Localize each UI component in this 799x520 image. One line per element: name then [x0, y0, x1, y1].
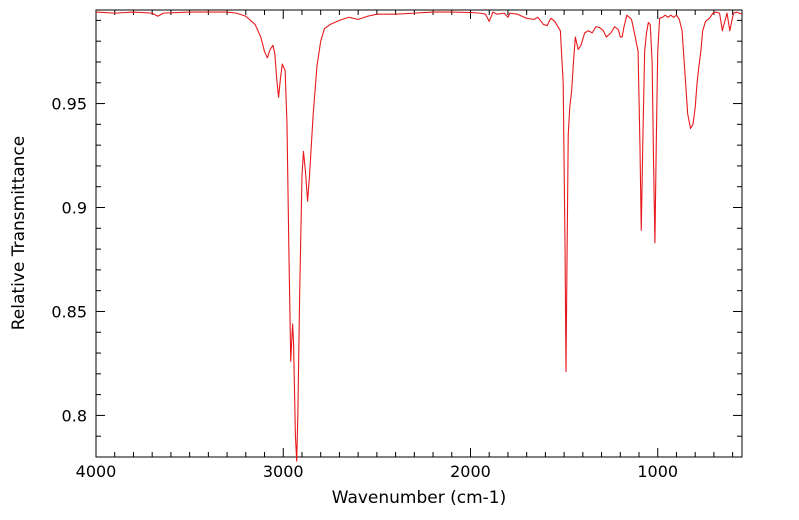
y-tick-label: 0.8: [62, 406, 87, 425]
x-axis-label: Wavenumber (cm-1): [332, 488, 507, 508]
y-axis-label: Relative Transmittance: [9, 136, 29, 331]
x-tick-label: 2000: [450, 462, 491, 481]
y-tick-label: 0.9: [62, 199, 87, 218]
x-tick-label: 4000: [76, 462, 117, 481]
y-tick-label: 0.85: [51, 302, 87, 321]
x-tick-label: 3000: [263, 462, 304, 481]
spectrum-line: [95, 11, 743, 462]
x-tick-label: 1000: [637, 462, 678, 481]
plot-frame: [95, 9, 743, 458]
y-tick-label: 0.95: [51, 95, 87, 114]
